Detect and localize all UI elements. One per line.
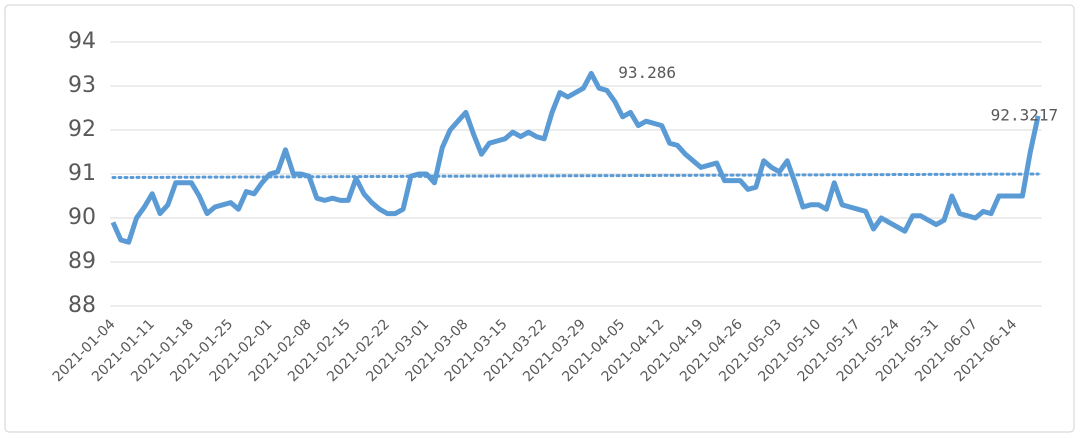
- data-label: 92.3217: [991, 105, 1058, 124]
- data-line: [110, 70, 1041, 245]
- y-tick-label: 94: [68, 29, 96, 54]
- data-label: 93.286: [618, 63, 676, 82]
- y-tick-label: 93: [68, 73, 96, 98]
- trend-line: [111, 172, 1040, 180]
- y-tick-label: 91: [68, 161, 96, 186]
- y-tick-label: 88: [68, 293, 96, 318]
- y-tick-label: 89: [68, 249, 96, 274]
- y-tick-label: 92: [68, 117, 96, 142]
- y-tick-label: 90: [68, 205, 96, 230]
